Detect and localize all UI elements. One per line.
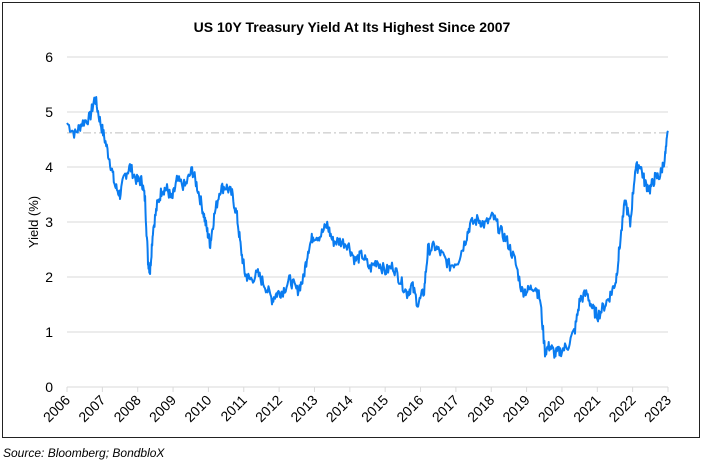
x-tick-label: 2022 — [605, 392, 638, 425]
x-tick-label: 2015 — [358, 392, 391, 425]
x-tick-label: 2011 — [217, 392, 250, 425]
x-tick-label: 2008 — [110, 392, 143, 425]
x-tick-label: 2012 — [252, 392, 285, 425]
x-tick-label: 2018 — [464, 392, 497, 425]
x-tick-label: 2010 — [181, 392, 214, 425]
x-tick-label: 2007 — [75, 392, 108, 425]
y-tick-label: 6 — [45, 49, 53, 65]
y-tick-label: 3 — [45, 214, 53, 230]
x-tick-label: 2023 — [641, 392, 674, 425]
x-tick-label: 2019 — [499, 392, 532, 425]
x-tick-label: 2016 — [393, 392, 426, 425]
y-tick-label: 2 — [45, 269, 53, 285]
y-tick-label: 4 — [45, 159, 53, 175]
chart-frame — [2, 2, 700, 438]
x-tick-label: 2009 — [146, 392, 179, 425]
x-tick-label: 2006 — [40, 392, 73, 425]
x-tick-label: 2017 — [429, 392, 462, 425]
x-tick-label: 2020 — [535, 392, 568, 425]
chart-title: US 10Y Treasury Yield At Its Highest Sin… — [194, 19, 511, 35]
yield-series-line — [66, 96, 669, 359]
source-note: Source: Bloomberg; BondbloX — [3, 446, 165, 460]
x-tick-label: 2013 — [287, 392, 320, 425]
y-tick-label: 1 — [45, 324, 53, 340]
x-tick-label: 2021 — [570, 392, 603, 425]
y-tick-label: 0 — [45, 379, 53, 395]
y-axis-label: Yield (%) — [26, 196, 41, 248]
x-tick-label: 2014 — [323, 392, 356, 425]
y-tick-label: 5 — [45, 104, 53, 120]
